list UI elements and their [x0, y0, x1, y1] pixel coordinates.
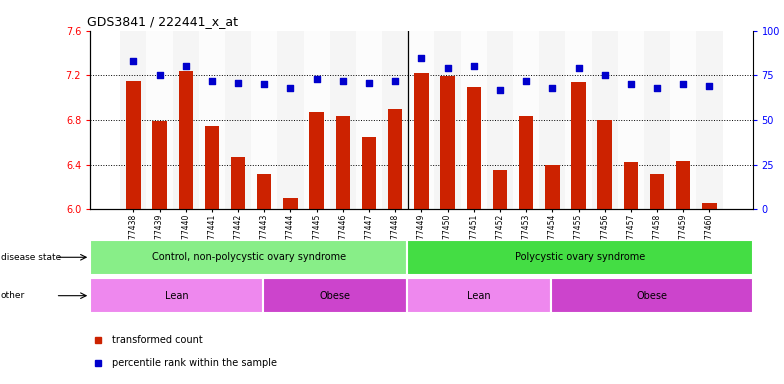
Point — [363, 79, 376, 86]
Bar — [147, 31, 172, 209]
Bar — [362, 137, 376, 209]
Bar — [545, 165, 560, 209]
Point — [285, 85, 297, 91]
Text: Obese: Obese — [320, 291, 350, 301]
Bar — [310, 112, 324, 209]
Bar — [702, 203, 717, 209]
Bar — [572, 82, 586, 209]
Bar — [283, 198, 298, 209]
Point — [572, 65, 585, 71]
Point — [310, 76, 323, 82]
Bar — [172, 31, 199, 209]
Bar — [461, 31, 487, 209]
Text: transformed count: transformed count — [112, 335, 203, 345]
Text: disease state: disease state — [1, 253, 61, 262]
Bar — [466, 86, 481, 209]
Bar — [336, 116, 350, 209]
Text: Control, non-polycystic ovary syndrome: Control, non-polycystic ovary syndrome — [151, 252, 346, 262]
Point — [389, 78, 401, 84]
Bar — [205, 126, 219, 209]
Point — [677, 81, 689, 88]
Bar — [251, 31, 278, 209]
Bar — [539, 31, 565, 209]
Point — [651, 85, 663, 91]
Point — [441, 65, 454, 71]
Bar — [513, 31, 539, 209]
Point — [232, 79, 245, 86]
Point — [494, 86, 506, 93]
Bar — [278, 31, 303, 209]
Bar — [263, 278, 407, 313]
Text: percentile rank within the sample: percentile rank within the sample — [112, 358, 277, 368]
Bar — [696, 31, 723, 209]
Bar — [551, 278, 753, 313]
Point — [205, 78, 218, 84]
Point — [546, 85, 558, 91]
Bar — [644, 31, 670, 209]
Bar — [624, 162, 638, 209]
Text: Polycystic ovary syndrome: Polycystic ovary syndrome — [514, 252, 645, 262]
Point — [703, 83, 716, 89]
Bar — [441, 76, 455, 209]
Bar — [388, 109, 402, 209]
Point — [467, 63, 480, 70]
Bar — [382, 31, 408, 209]
Bar — [670, 31, 696, 209]
Bar — [592, 31, 618, 209]
Bar — [414, 73, 429, 209]
Point — [258, 81, 270, 88]
Point — [336, 78, 349, 84]
Text: GDS3841 / 222441_x_at: GDS3841 / 222441_x_at — [87, 15, 238, 28]
Bar — [519, 116, 533, 209]
Point — [625, 81, 637, 88]
Bar — [493, 170, 507, 209]
Point — [598, 72, 611, 78]
Point — [520, 78, 532, 84]
Bar — [257, 174, 271, 209]
Bar — [407, 278, 551, 313]
Bar — [434, 31, 461, 209]
Point — [154, 72, 166, 78]
Bar — [179, 71, 193, 209]
Bar — [225, 31, 251, 209]
Bar — [676, 161, 691, 209]
Bar — [152, 121, 167, 209]
Text: other: other — [1, 291, 25, 300]
Point — [180, 63, 192, 70]
Bar — [330, 31, 356, 209]
Bar — [231, 157, 245, 209]
Point — [416, 55, 428, 61]
Point — [127, 58, 140, 64]
Bar — [90, 240, 407, 275]
Bar — [199, 31, 225, 209]
Bar — [487, 31, 513, 209]
Bar — [120, 31, 147, 209]
Bar — [356, 31, 382, 209]
Bar — [126, 81, 140, 209]
Text: Obese: Obese — [637, 291, 667, 301]
Bar — [90, 278, 263, 313]
Bar — [618, 31, 644, 209]
Bar — [650, 174, 664, 209]
Text: Lean: Lean — [165, 291, 188, 301]
Bar — [565, 31, 592, 209]
Bar — [408, 31, 434, 209]
Bar — [303, 31, 330, 209]
Text: Lean: Lean — [467, 291, 491, 301]
Bar — [407, 240, 753, 275]
Bar — [597, 120, 612, 209]
